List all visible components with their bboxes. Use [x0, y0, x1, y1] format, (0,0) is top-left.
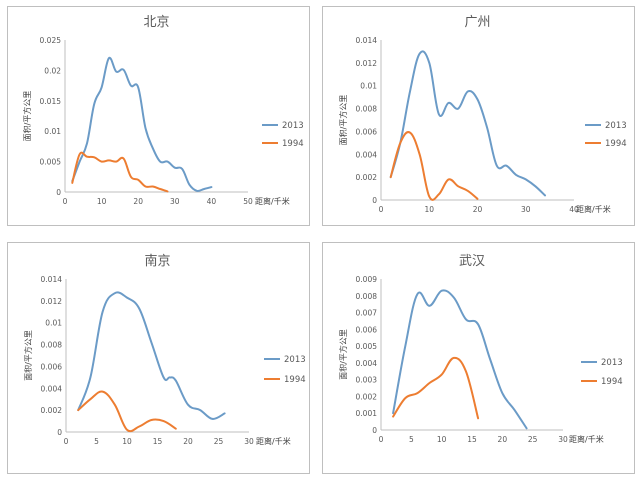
x-tick-label: 25	[214, 437, 224, 446]
legend-label: 2013	[284, 355, 306, 365]
y-tick-label: 0.001	[356, 409, 378, 418]
y-tick-label: 0.005	[356, 342, 378, 351]
chart-svg: 武汉 0 0.001 0.002 0.003 0.004 0.005 0.006 0.007 0.…	[338, 254, 623, 444]
y-tick-label: 0.002	[356, 392, 378, 401]
x-tick-label: 0	[64, 437, 69, 446]
y-tick-label: 0.01	[360, 82, 377, 91]
y-tick-label: 0.012	[356, 59, 378, 68]
x-tick-label: 10	[424, 205, 434, 214]
x-axis-label: 距离/千米	[255, 196, 290, 206]
x-tick-label: 30	[244, 437, 254, 446]
chart-title: 广州	[464, 15, 490, 30]
x-tick-label: 5	[94, 437, 99, 446]
x-tick-label: 25	[528, 435, 538, 444]
y-tick-label: 0.006	[41, 362, 63, 371]
y-tick-label: 0.02	[44, 66, 61, 75]
series-line-1994	[71, 151, 169, 193]
x-tick-label: 15	[467, 435, 477, 444]
y-tick-label: 0.015	[40, 97, 62, 106]
y-tick-label: 0.01	[45, 319, 62, 328]
chart-title: 北京	[143, 15, 169, 30]
series-line-2013	[71, 56, 213, 192]
y-tick-label: 0.01	[44, 127, 61, 136]
legend-label: 1994	[284, 375, 306, 385]
chart-panel-beijing: 北京 0 0.005 0.01 0.015 0.02 0.025 0 10 20 30 40 50 面积/…	[7, 6, 310, 226]
y-tick-label: 0.012	[41, 297, 63, 306]
chart-svg: 北京 0 0.005 0.01 0.015 0.02 0.025 0 10 20 30 40 50 面积/…	[22, 15, 304, 206]
x-axis-label: 距离/千米	[256, 436, 291, 446]
legend-label: 2013	[282, 121, 304, 131]
y-tick-label: 0.005	[40, 158, 62, 167]
y-tick-label: 0	[372, 426, 377, 435]
legend-label: 2013	[601, 358, 623, 368]
series-line-1994	[392, 356, 480, 420]
x-tick-label: 20	[183, 437, 193, 446]
y-tick-label: 0.007	[356, 309, 378, 318]
series-line-2013	[77, 291, 226, 420]
y-axis-label: 面积/平方公里	[22, 91, 32, 142]
x-tick-label: 40	[207, 197, 217, 206]
x-tick-label: 20	[473, 205, 483, 214]
x-axis-label: 距离/千米	[569, 434, 604, 444]
chart-svg: 南京 0 0.002 0.004 0.006 0.008 0.01 0.012 0.014 0 5 1…	[23, 253, 306, 446]
y-tick-label: 0.014	[356, 36, 378, 45]
series-line-1994	[77, 390, 177, 433]
legend-label: 1994	[282, 139, 304, 149]
x-tick-label: 10	[97, 197, 107, 206]
chart-panel-nanjing: 南京 0 0.002 0.004 0.006 0.008 0.01 0.012 0.014 0 5 1…	[7, 242, 310, 474]
x-tick-label: 30	[170, 197, 180, 206]
y-tick-label: 0.002	[356, 173, 378, 182]
legend-label: 1994	[601, 377, 623, 387]
chart-title: 武汉	[459, 254, 485, 269]
y-tick-label: 0.009	[356, 275, 378, 284]
x-tick-label: 0	[63, 197, 68, 206]
y-tick-label: 0.006	[356, 127, 378, 136]
chart-svg: 广州 0 0.002 0.004 0.006 0.008 0.01 0.012 0.014 0 10…	[338, 15, 627, 214]
y-tick-label: 0.003	[356, 376, 378, 385]
y-axis-label: 面积/平方公里	[23, 330, 33, 381]
y-tick-label: 0	[56, 188, 61, 197]
x-tick-label: 40	[569, 205, 579, 214]
legend-label: 2013	[605, 121, 627, 131]
y-tick-label: 0.004	[41, 384, 63, 393]
x-tick-label: 5	[409, 435, 414, 444]
y-tick-label: 0.008	[41, 341, 63, 350]
x-tick-label: 30	[521, 205, 531, 214]
y-tick-label: 0.006	[356, 325, 378, 334]
chart-panel-guangzhou: 广州 0 0.002 0.004 0.006 0.008 0.01 0.012 0.014 0 10…	[322, 6, 635, 226]
y-tick-label: 0.008	[356, 105, 378, 114]
x-tick-label: 50	[243, 197, 253, 206]
x-tick-label: 10	[122, 437, 132, 446]
y-tick-label: 0.004	[356, 150, 378, 159]
x-tick-label: 10	[437, 435, 447, 444]
x-axis-label: 距离/千米	[576, 204, 611, 214]
series-line-2013	[392, 289, 528, 430]
legend-label: 1994	[605, 139, 627, 149]
x-tick-label: 0	[379, 435, 384, 444]
y-tick-label: 0.004	[356, 359, 378, 368]
y-tick-label: 0.002	[41, 406, 63, 415]
x-tick-label: 15	[153, 437, 163, 446]
series-line-2013	[389, 50, 546, 197]
x-tick-label: 20	[133, 197, 143, 206]
y-tick-label: 0.008	[356, 292, 378, 301]
y-axis-label: 面积/平方公里	[338, 95, 348, 146]
x-tick-label: 30	[558, 435, 568, 444]
chart-panel-wuhan: 武汉 0 0.001 0.002 0.003 0.004 0.005 0.006 0.007 0.…	[322, 242, 635, 474]
y-tick-label: 0.025	[40, 36, 62, 45]
y-tick-label: 0	[57, 428, 62, 437]
y-tick-label: 0.014	[41, 275, 63, 284]
y-axis-label: 面积/平方公里	[338, 329, 348, 380]
y-tick-label: 0	[372, 196, 377, 205]
series-line-1994	[389, 131, 479, 201]
x-tick-label: 0	[379, 205, 384, 214]
chart-title: 南京	[144, 253, 170, 269]
x-tick-label: 20	[498, 435, 508, 444]
